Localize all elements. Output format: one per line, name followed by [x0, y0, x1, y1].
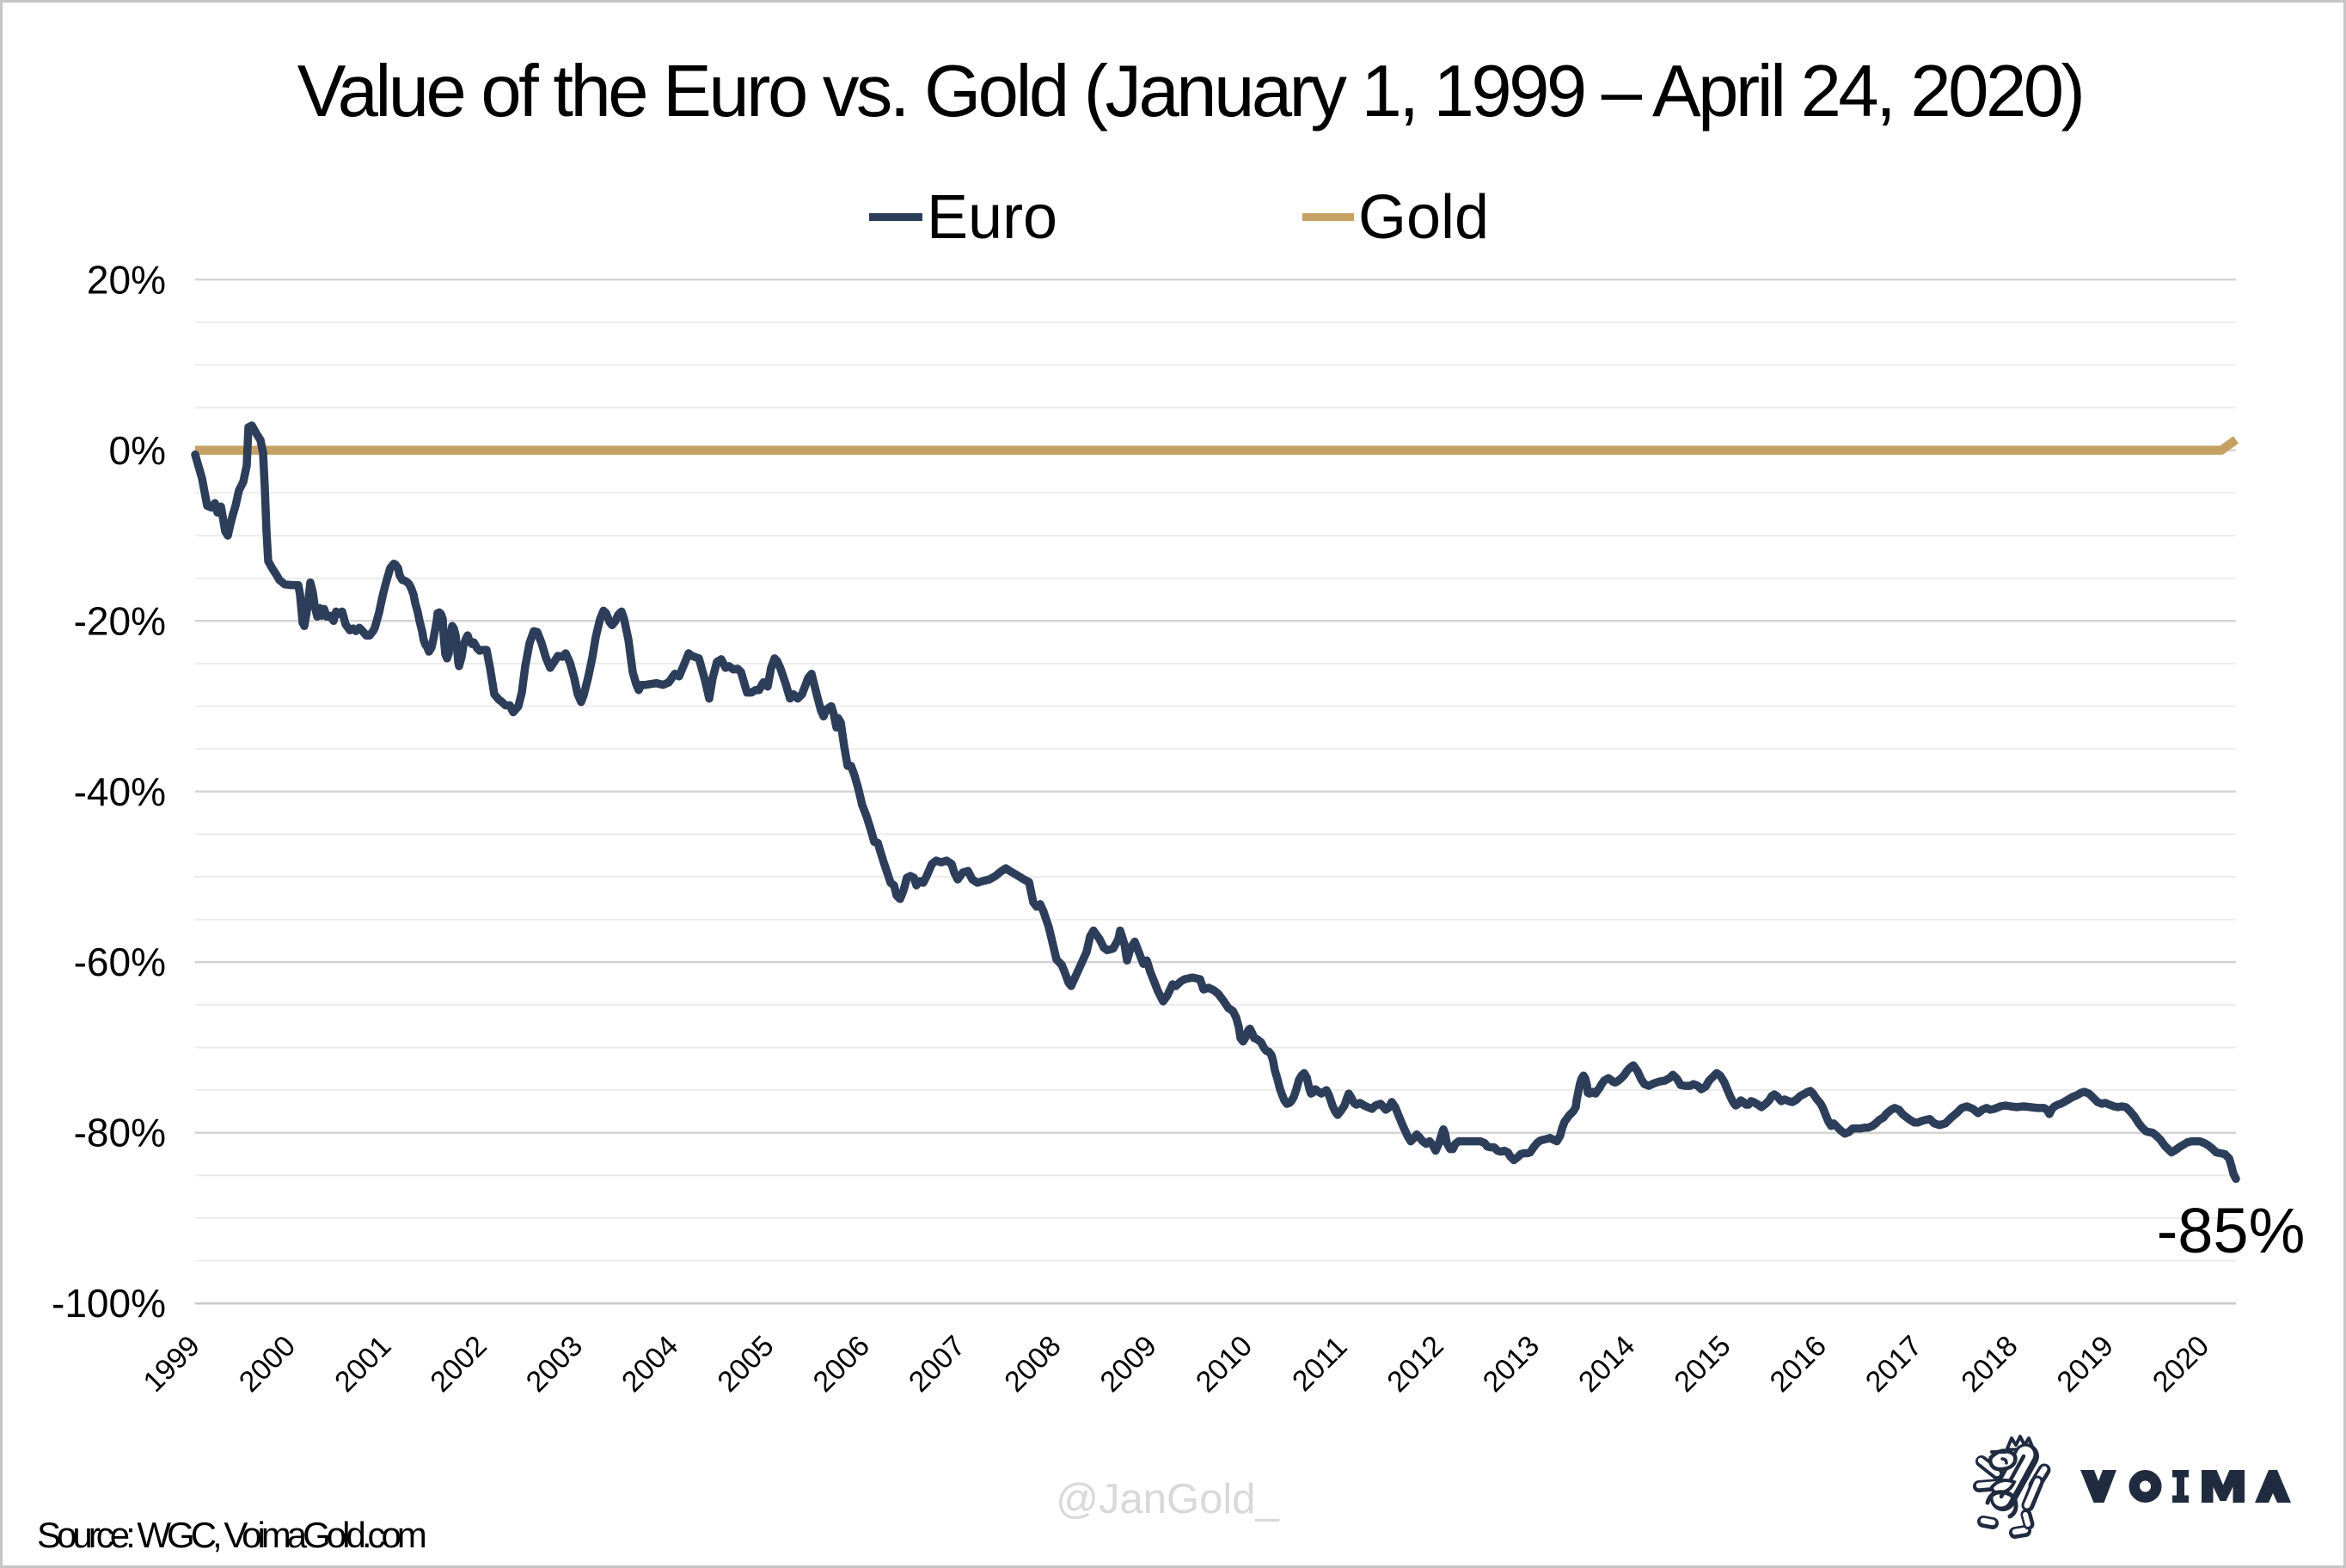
svg-text:Value of the Euro vs. Gold (Ja: Value of the Euro vs. Gold (January 1, 1…: [297, 51, 2083, 132]
svg-text:-85%: -85%: [2157, 1195, 2306, 1266]
svg-text:-60%: -60%: [74, 940, 166, 984]
svg-text:Source: WGC, VoimaGold.com: Source: WGC, VoimaGold.com: [37, 1515, 426, 1555]
svg-text:20%: 20%: [87, 257, 166, 302]
svg-text:-40%: -40%: [74, 769, 166, 814]
svg-text:Gold: Gold: [1358, 183, 1489, 252]
svg-text:0%: 0%: [109, 428, 166, 473]
svg-text:Euro: Euro: [927, 183, 1057, 252]
svg-text:@JanGold_: @JanGold_: [1056, 1476, 1279, 1522]
svg-text:-80%: -80%: [74, 1111, 166, 1155]
svg-text:-100%: -100%: [52, 1281, 166, 1326]
svg-text:-20%: -20%: [74, 598, 166, 643]
